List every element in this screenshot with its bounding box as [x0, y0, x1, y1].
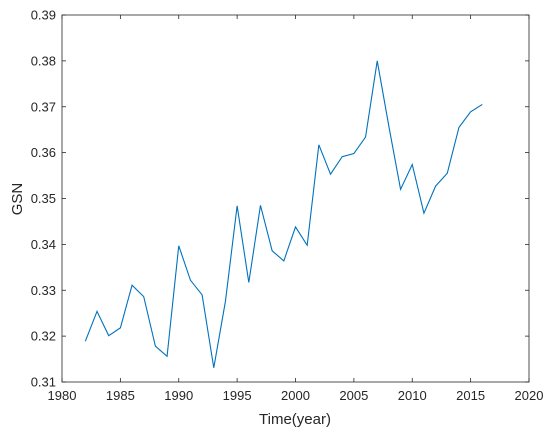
x-tick-label: 2020: [515, 388, 544, 403]
y-axis-label: GSN: [9, 183, 26, 216]
x-axis: 1980 1985 1990 1995 2000 2005 2010 2015 2020: [48, 15, 544, 403]
x-tick-label: 1985: [106, 388, 135, 403]
series-line: [84, 60, 483, 368]
y-axis: 0.31 0.32 0.33 0.34 0.35 0.36 0.37 0.38 0.39: [31, 8, 529, 390]
y-tick-label: 0.38: [31, 53, 56, 68]
x-tick-label: 2015: [456, 388, 485, 403]
x-tick-label: 1980: [48, 388, 77, 403]
x-tick-label: 1990: [164, 388, 193, 403]
y-tick-label: 0.33: [31, 283, 56, 298]
y-tick-label: 0.39: [31, 8, 56, 23]
axes-frame: [61, 14, 530, 383]
y-tick-label: 0.36: [31, 145, 56, 160]
y-tick-label: 0.32: [31, 329, 56, 344]
x-tick-label: 2000: [281, 388, 310, 403]
y-tick-label: 0.31: [31, 375, 56, 390]
x-tick-label: 2005: [339, 388, 368, 403]
x-axis-label: Time(year): [259, 411, 331, 428]
plot-area: [61, 14, 530, 383]
y-tick-label: 0.35: [31, 191, 56, 206]
y-tick-label: 0.37: [31, 99, 56, 114]
x-tick-label: 2010: [398, 388, 427, 403]
y-tick-label: 0.34: [31, 237, 56, 252]
x-tick-label: 1995: [223, 388, 252, 403]
series-layer: [84, 60, 483, 368]
